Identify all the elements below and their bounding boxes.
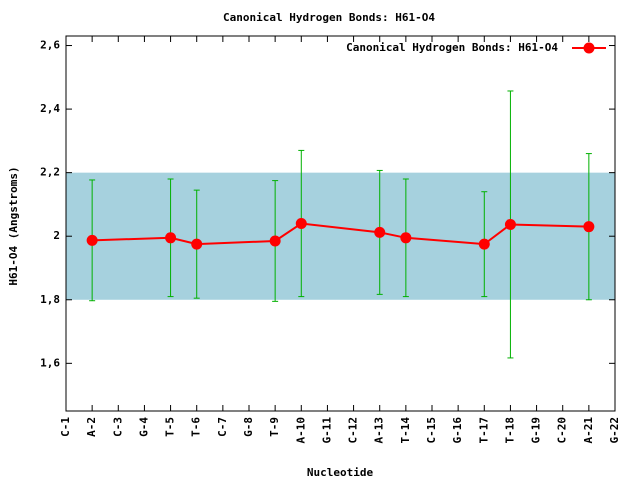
x-tick-label: A-13 bbox=[373, 417, 386, 444]
data-point bbox=[400, 232, 412, 244]
legend-marker bbox=[583, 42, 595, 54]
data-point bbox=[86, 234, 98, 246]
y-tick-label: 2,6 bbox=[40, 39, 60, 52]
y-axis-label: H61-O4 (Angstroms) bbox=[7, 166, 20, 285]
x-tick-label: C-7 bbox=[216, 417, 229, 437]
data-point bbox=[191, 238, 203, 250]
x-tick-label: T-14 bbox=[399, 417, 412, 444]
x-tick-label: G-19 bbox=[530, 417, 543, 444]
x-tick-label: T-6 bbox=[190, 417, 203, 437]
data-point bbox=[269, 235, 281, 247]
y-tick-label: 2 bbox=[53, 229, 60, 242]
data-point bbox=[295, 218, 307, 229]
reference-band bbox=[66, 172, 615, 300]
x-tick-label: T-5 bbox=[164, 417, 177, 437]
x-tick-label: G-11 bbox=[320, 417, 333, 444]
x-tick-label: T-9 bbox=[268, 417, 281, 437]
y-tick-label: 2,2 bbox=[40, 166, 60, 179]
x-axis-label: Nucleotide bbox=[307, 466, 374, 479]
data-point bbox=[478, 238, 490, 250]
x-tick-label: C-20 bbox=[556, 417, 569, 444]
x-tick-label: T-17 bbox=[477, 417, 490, 444]
x-tick-label: C-3 bbox=[111, 417, 124, 437]
x-tick-label: C-1 bbox=[59, 417, 72, 437]
x-tick-label: G-8 bbox=[242, 417, 255, 437]
data-point bbox=[504, 218, 516, 230]
y-tick-label: 1,8 bbox=[40, 293, 60, 306]
data-point bbox=[374, 226, 386, 238]
x-tick-label: G-16 bbox=[451, 417, 464, 444]
x-tick-label: G-4 bbox=[137, 417, 150, 437]
x-tick-label: G-22 bbox=[608, 417, 621, 444]
chart-title: Canonical Hydrogen Bonds: H61-O4 bbox=[223, 11, 435, 24]
data-point bbox=[583, 221, 595, 233]
x-tick-label: A-21 bbox=[582, 417, 595, 444]
legend-label: Canonical Hydrogen Bonds: H61-O4 bbox=[346, 41, 558, 54]
x-tick-label: A-2 bbox=[85, 417, 98, 437]
data-point bbox=[165, 232, 177, 244]
y-tick-label: 1,6 bbox=[40, 356, 60, 369]
x-tick-label: T-18 bbox=[503, 417, 516, 444]
x-tick-label: A-10 bbox=[294, 417, 307, 444]
x-tick-label: C-12 bbox=[347, 417, 360, 444]
data-line bbox=[92, 222, 589, 246]
x-tick-label: C-15 bbox=[425, 417, 438, 444]
y-tick-label: 2,4 bbox=[40, 102, 60, 115]
plot-frame bbox=[65, 35, 616, 412]
